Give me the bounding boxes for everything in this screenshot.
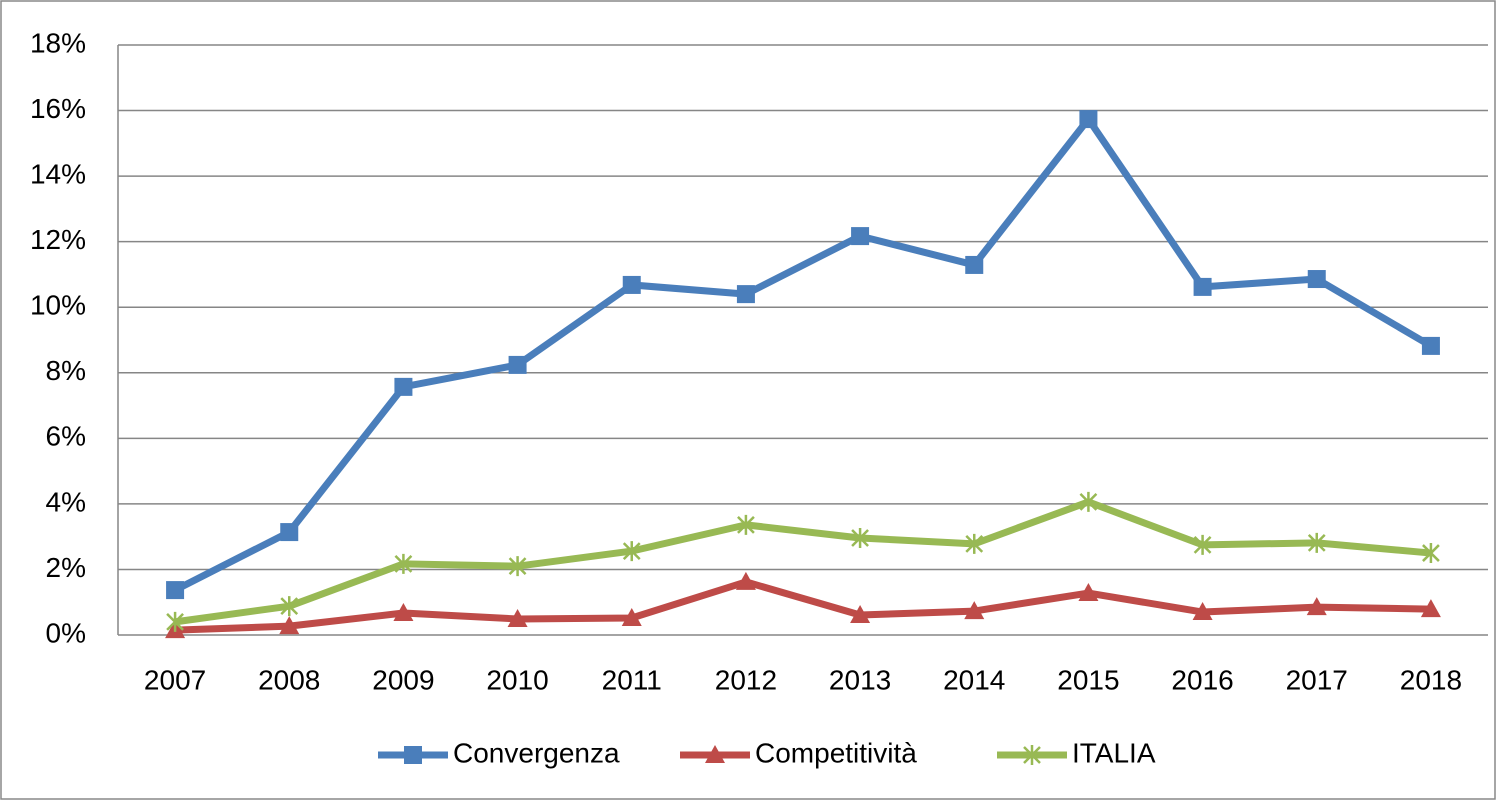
y-tick-label: 14% (30, 159, 86, 190)
point-marker (735, 571, 756, 590)
y-tick-label: 6% (46, 421, 86, 452)
point-marker (1079, 491, 1098, 512)
legend-marker (1023, 745, 1041, 765)
point-marker (1307, 270, 1326, 289)
point-marker (964, 601, 985, 620)
point-marker (393, 603, 414, 622)
series-line (174, 498, 1432, 626)
x-tick-label: 2008 (258, 664, 320, 695)
point-marker (851, 527, 869, 548)
x-tick-label: 2018 (1400, 664, 1462, 695)
point-marker (1079, 110, 1098, 129)
point-marker (1306, 597, 1327, 616)
x-tick-label: 2009 (372, 664, 434, 695)
point-marker (507, 608, 528, 627)
point-marker (737, 514, 755, 535)
y-tick-label: 0% (46, 617, 86, 648)
point-marker (621, 607, 642, 626)
series-line (174, 578, 1431, 634)
point-marker (280, 596, 299, 617)
y-tick-label: 18% (30, 27, 86, 58)
point-marker (508, 556, 527, 577)
point-marker (965, 255, 984, 274)
legend-label: Convergenza (453, 737, 620, 768)
point-marker (1193, 277, 1212, 296)
x-tick-label: 2017 (1286, 664, 1348, 695)
point-marker (850, 605, 871, 624)
point-marker (622, 541, 641, 562)
point-marker (736, 285, 755, 304)
point-marker (1422, 543, 1440, 564)
point-marker (166, 611, 184, 632)
point-marker (1420, 599, 1441, 618)
point-marker (394, 377, 413, 396)
x-tick-label: 2007 (144, 664, 206, 695)
y-tick-label: 2% (46, 552, 86, 583)
x-tick-label: 2012 (715, 664, 777, 695)
point-marker (280, 523, 299, 542)
y-tick-label: 10% (30, 290, 86, 321)
legend-label: Competitività (755, 737, 917, 768)
x-tick-label: 2015 (1057, 664, 1119, 695)
point-marker (166, 581, 185, 600)
y-tick-label: 12% (30, 224, 86, 255)
point-marker (1193, 534, 1212, 555)
x-tick-label: 2016 (1171, 664, 1233, 695)
legend-marker (705, 745, 725, 763)
point-marker (508, 355, 527, 374)
point-marker (1307, 532, 1326, 553)
point-marker (279, 616, 300, 635)
x-tick-label: 2010 (486, 664, 548, 695)
point-marker (1421, 336, 1440, 355)
series-line (173, 115, 1433, 594)
legend-label: ITALIA (1072, 737, 1156, 768)
point-marker (394, 553, 413, 574)
point-marker (622, 275, 641, 294)
x-tick-label: 2013 (829, 664, 891, 695)
y-tick-label: 4% (46, 486, 86, 517)
x-tick-label: 2014 (943, 664, 1005, 695)
point-marker (965, 533, 984, 554)
legend-marker (404, 746, 422, 764)
point-marker (1078, 583, 1099, 602)
point-marker (851, 227, 870, 246)
x-tick-label: 2011 (602, 664, 662, 695)
point-marker (1192, 602, 1213, 621)
y-tick-label: 16% (30, 93, 86, 124)
y-tick-label: 8% (46, 355, 86, 386)
